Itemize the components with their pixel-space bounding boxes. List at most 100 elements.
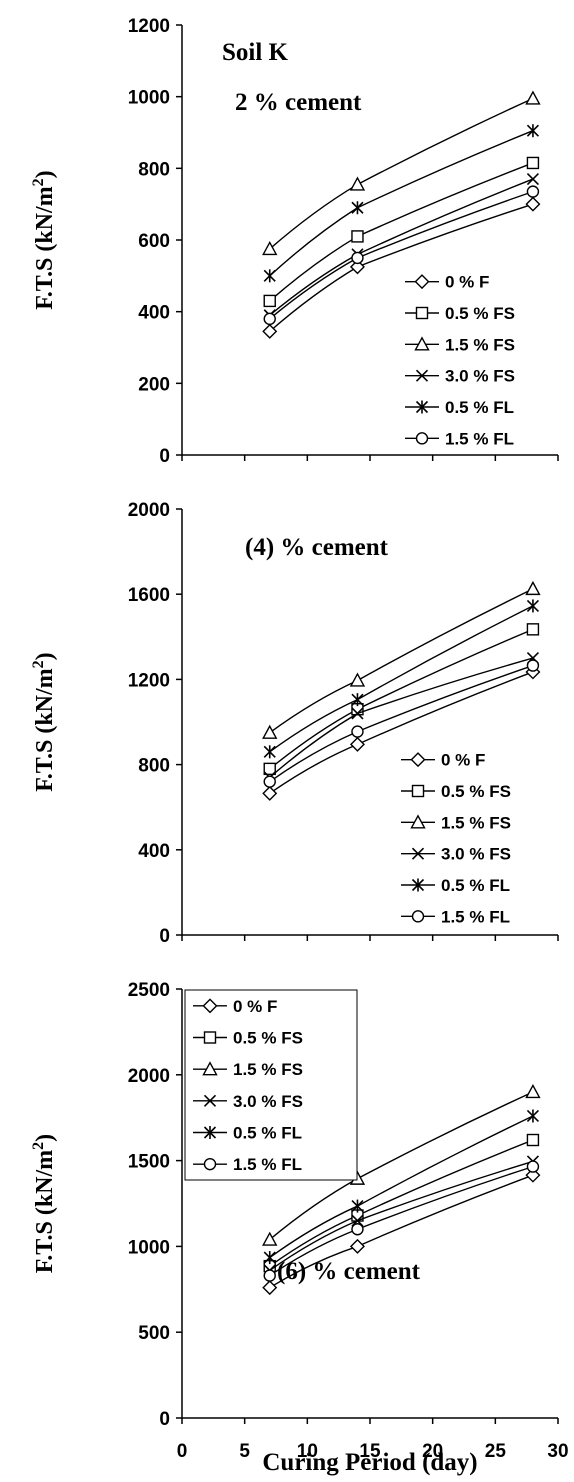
legend-marker-diamond [202, 998, 218, 1014]
series-line-4 [269, 1160, 534, 1271]
series-line-2 [269, 628, 534, 770]
data-point-circle [526, 659, 540, 672]
data-point-diamond [525, 196, 541, 212]
legend-marker-x [415, 369, 429, 382]
x-tick-label: 30 [547, 1441, 568, 1462]
series-line-5 [269, 605, 534, 753]
chart-annotation: (4) % cement [245, 534, 389, 561]
x-tick-label: 5 [239, 1441, 250, 1462]
data-point-asterisk [263, 745, 276, 759]
y-tick-label: 0 [159, 926, 170, 947]
legend-marker-square [415, 306, 429, 320]
y-tick-label: 1000 [128, 1237, 170, 1258]
y-tick-label: 0 [159, 446, 170, 467]
legend-label: 0.5 % FL [445, 398, 514, 417]
legend-marker-circle [203, 1157, 217, 1171]
chart-panel-1: 0 200 400 600 800 1000 1200 F.T.S (kN/m2) Soil K… [30, 16, 567, 467]
data-point-x [526, 173, 539, 186]
data-point-circle [351, 251, 364, 265]
data-point-asterisk [526, 124, 539, 138]
data-point-triangle [525, 90, 541, 105]
y-tick-label: 600 [138, 231, 170, 252]
legend-label: 3.0 % FS [233, 1092, 303, 1111]
legend-label: 1.5 % FS [441, 813, 511, 832]
data-point-circle [263, 1269, 276, 1282]
data-point-square [263, 294, 276, 308]
data-point-circle [351, 1223, 364, 1236]
y-tick-label: 800 [138, 159, 170, 180]
legend-marker-triangle [202, 1061, 218, 1076]
chart-panel-3: 0 500 1000 1500 2000 2500 0 5 10 15 20 25 30 F.T.S (k… [30, 980, 569, 1476]
series-line-1 [269, 671, 534, 794]
y-axis-label: F.T.S (kN/m2) [30, 652, 58, 791]
series-line-6 [269, 1165, 534, 1277]
legend-box [393, 744, 563, 932]
series-line-3 [269, 1091, 534, 1241]
data-point-x [351, 707, 364, 720]
legend: 0 % F 0.5 % FS 1.5 % FS 3.0 % FS 0.5 % FL 1.5… [184, 989, 358, 1181]
y-tick-label: 1000 [128, 88, 170, 109]
series-line-1 [269, 203, 534, 332]
legend-marker-diamond [410, 752, 426, 768]
legend-label: 0.5 % FL [441, 876, 510, 895]
legend-marker-asterisk [415, 400, 429, 414]
data-point-square [263, 762, 276, 776]
y-tick-label: 1600 [128, 585, 170, 606]
y-tick-label: 1200 [128, 670, 170, 691]
data-point-diamond [262, 785, 278, 801]
y-tick-label: 0 [159, 1409, 170, 1430]
y-axis-label: F.T.S (kN/m2) [30, 170, 58, 309]
legend-label: 1.5 % FS [233, 1060, 303, 1079]
data-point-asterisk [351, 201, 364, 215]
chart-annotation: Soil K [222, 39, 289, 66]
data-point-diamond [349, 736, 365, 752]
legend-marker-square [203, 1031, 217, 1044]
y-tick-label: 400 [138, 841, 170, 862]
legend-marker-x [411, 847, 425, 860]
data-point-circle [263, 775, 276, 788]
data-point-triangle [262, 240, 278, 256]
data-point-asterisk [263, 269, 276, 283]
series-line-5 [269, 1115, 534, 1259]
legend-label: 1.5 % FL [445, 429, 514, 448]
x-tick-label: 0 [177, 1441, 188, 1462]
legend-box [184, 989, 358, 1181]
y-tick-label: 1200 [128, 16, 170, 37]
y-axis-label: F.T.S (kN/m2) [30, 1134, 58, 1273]
y-tick-label: 2000 [128, 1066, 170, 1087]
legend-marker-circle [411, 910, 425, 923]
legend-marker-diamond [414, 274, 430, 290]
data-point-circle [351, 725, 364, 738]
chart-panel-2: 0 400 800 1200 1600 2000 F.T.S (kN/m2) (4) % ce… [30, 500, 563, 947]
chart-annotation: (6) % cement [277, 1258, 421, 1285]
series-line-1 [269, 1174, 534, 1289]
series-lines [262, 1083, 541, 1296]
data-point-square [526, 1133, 540, 1147]
legend-box [397, 266, 567, 454]
series-lines [262, 90, 541, 339]
legend: 0 % F 0.5 % FS 1.5 % FS 3.0 % FS 0.5 % FL 1.5… [393, 744, 563, 932]
data-point-triangle [349, 176, 366, 191]
legend-label: 0.5 % FS [233, 1029, 303, 1048]
y-tick-label: 800 [138, 756, 170, 777]
legend-marker-triangle [410, 814, 426, 829]
data-point-circle [526, 185, 540, 198]
data-point-diamond [349, 259, 365, 275]
legend-label: 0.5 % FS [441, 782, 511, 801]
data-point-circle [263, 312, 276, 326]
legend-label: 1.5 % FL [233, 1155, 302, 1174]
data-point-triangle [349, 672, 366, 687]
series-line-2 [269, 1139, 534, 1267]
y-tick-label: 1500 [128, 1152, 170, 1173]
data-point-diamond [262, 323, 278, 339]
y-tick-label: 400 [138, 303, 170, 324]
y-tick-label: 200 [138, 374, 170, 395]
data-point-triangle [262, 724, 278, 739]
data-point-diamond [525, 1167, 541, 1183]
data-point-square [526, 156, 540, 170]
series-line-6 [269, 664, 534, 783]
x-axis-label: Curing Period (day) [262, 1449, 477, 1476]
legend-marker-circle [415, 432, 429, 445]
legend-label: 0.5 % FS [445, 304, 515, 323]
